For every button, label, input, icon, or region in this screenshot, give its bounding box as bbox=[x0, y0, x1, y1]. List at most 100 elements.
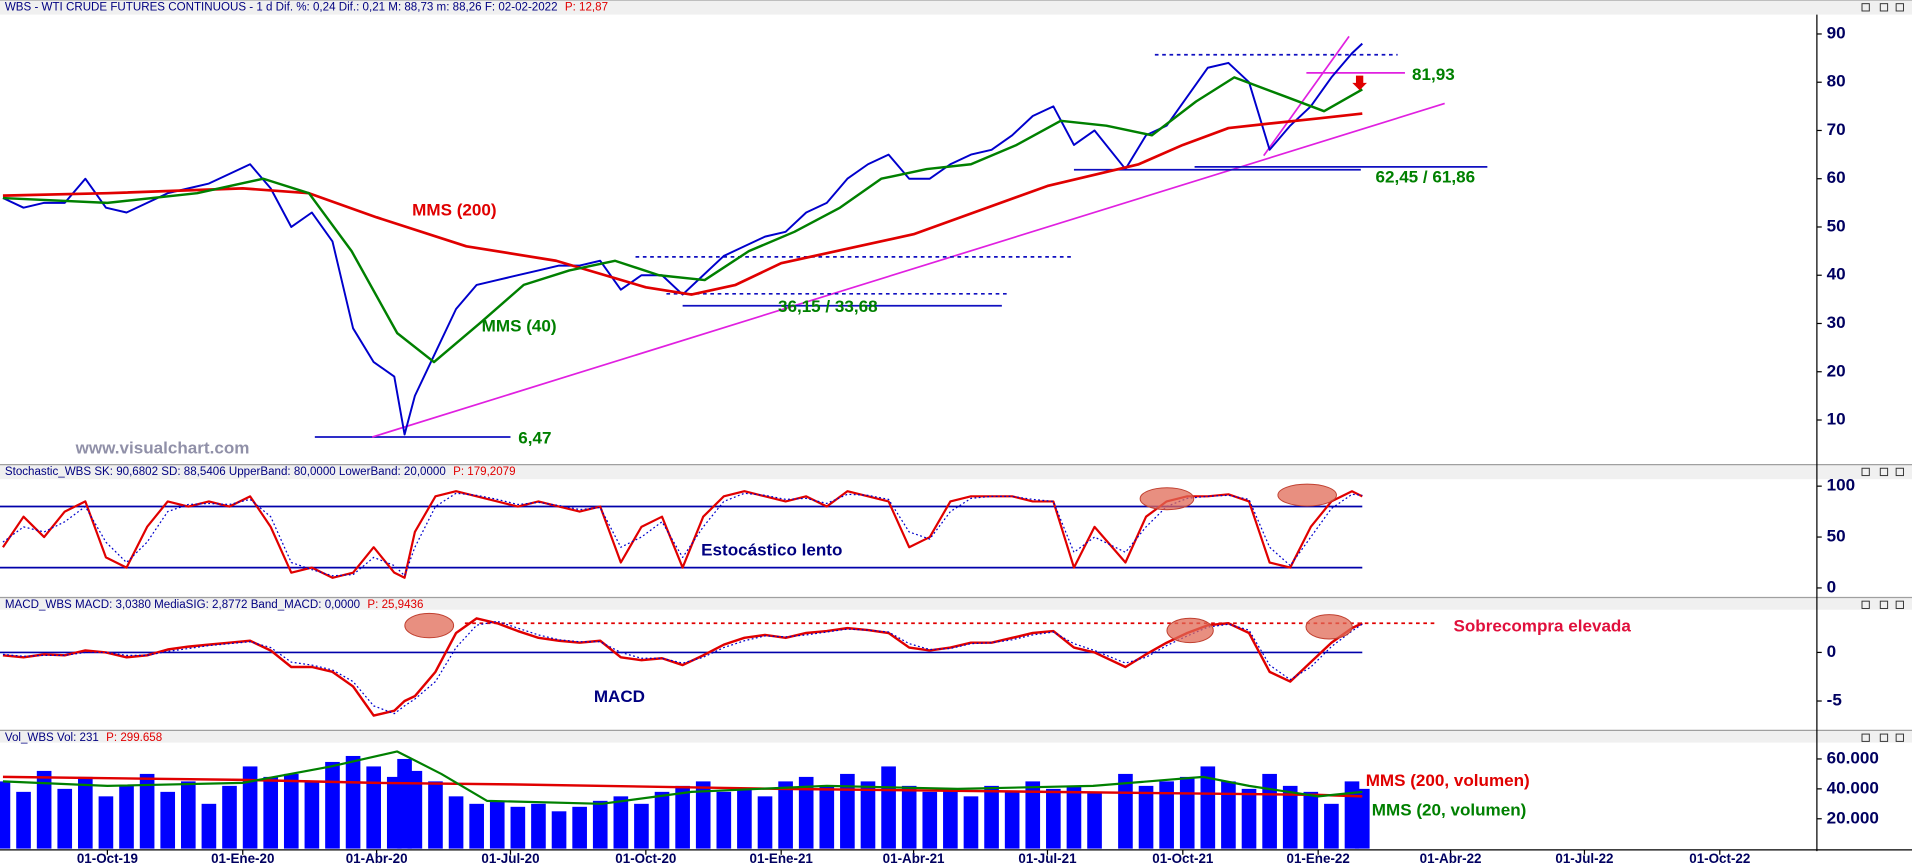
x-tick-label: 01-Jul-22 bbox=[1555, 851, 1613, 866]
y-tick-label: 90 bbox=[1827, 23, 1846, 42]
volume-bar bbox=[922, 791, 938, 849]
panel-plot bbox=[0, 617, 1435, 717]
x-tick-label: 01-Oct-20 bbox=[615, 851, 676, 866]
volume-bar bbox=[901, 785, 917, 849]
x-tick-label: 01-Abr-22 bbox=[1420, 851, 1482, 866]
volume-bar bbox=[1004, 791, 1020, 849]
volume-bar bbox=[407, 770, 423, 849]
volume-bar bbox=[778, 781, 793, 849]
volume-bar bbox=[366, 766, 381, 849]
volume-bar bbox=[428, 781, 443, 849]
x-tick-label: 01-Ene-22 bbox=[1286, 851, 1349, 866]
panel-header-note: P: 299.658 bbox=[106, 732, 162, 744]
window-icon bbox=[1879, 600, 1889, 609]
annotation: 6,47 bbox=[518, 429, 551, 448]
panel-header: Stochastic_WBS SK: 90,6802 SD: 88,5406 U… bbox=[5, 466, 446, 478]
x-tick-label: 01-Oct-22 bbox=[1689, 851, 1750, 866]
volume-bar bbox=[1324, 803, 1339, 849]
panel-header-bar bbox=[0, 464, 1912, 480]
annotation: MMS (40) bbox=[482, 316, 557, 335]
volume-bar bbox=[984, 785, 999, 849]
volume-bar bbox=[160, 791, 176, 849]
volume-bar bbox=[798, 776, 814, 849]
volume-bar bbox=[139, 773, 155, 849]
series-line bbox=[2, 76, 1363, 364]
volume-bar bbox=[1159, 781, 1174, 849]
x-tick-label: 01-Abr-20 bbox=[346, 851, 408, 866]
highlight bbox=[404, 612, 455, 639]
volume-bar bbox=[16, 791, 31, 849]
volume-bar bbox=[1118, 773, 1133, 849]
annotation: MMS (20, volumen) bbox=[1372, 800, 1527, 819]
x-tick-label: 01-Abr-21 bbox=[883, 851, 945, 866]
volume-bar bbox=[0, 781, 11, 849]
panel-header-bar bbox=[0, 0, 1912, 15]
volume-bar bbox=[634, 803, 649, 849]
volume-bar bbox=[943, 788, 958, 849]
volume-bar bbox=[757, 796, 773, 849]
volume-bar bbox=[675, 785, 690, 849]
volume-bar bbox=[1241, 788, 1257, 849]
annotation: MACD bbox=[594, 687, 645, 706]
volume-bar bbox=[242, 766, 258, 849]
panel-header-note: P: 25,9436 bbox=[367, 599, 423, 611]
y-tick-label: 30 bbox=[1827, 313, 1846, 332]
volume-bar bbox=[78, 776, 93, 849]
volume-bar bbox=[819, 785, 835, 849]
volume-bar bbox=[1221, 781, 1236, 849]
x-tick-label: 01-Jul-20 bbox=[481, 851, 539, 866]
highlight bbox=[1166, 617, 1214, 644]
y-tick-label: 60.000 bbox=[1827, 748, 1879, 767]
series-line bbox=[2, 617, 1363, 717]
volume-bar bbox=[1200, 766, 1216, 849]
arrow-icon bbox=[1352, 75, 1367, 91]
volume-bar bbox=[1066, 785, 1082, 849]
panel-header: MACD_WBS MACD: 3,0380 MediaSIG: 2,8772 B… bbox=[5, 599, 360, 611]
panel-header-note: P: 179,2079 bbox=[453, 466, 515, 478]
volume-bar bbox=[36, 770, 52, 849]
volume-bar bbox=[263, 776, 279, 849]
volume-bar bbox=[963, 796, 979, 849]
y-tick-label: 40 bbox=[1827, 265, 1846, 284]
volume-bar bbox=[572, 806, 587, 849]
x-tick-label: 01-Jul-21 bbox=[1018, 851, 1077, 866]
window-icon bbox=[1895, 733, 1904, 742]
annotation: 36,15 / 33,68 bbox=[778, 297, 878, 316]
volume-bar bbox=[1282, 785, 1298, 849]
window-icon bbox=[1895, 600, 1904, 609]
volume-bar bbox=[325, 761, 340, 849]
volume-bar bbox=[1025, 781, 1041, 849]
series-line bbox=[2, 42, 1363, 436]
volume-bar bbox=[695, 781, 711, 849]
window-icon bbox=[1861, 600, 1870, 609]
volume-bar bbox=[510, 806, 526, 849]
window-icon bbox=[1895, 467, 1904, 477]
window-icon bbox=[1861, 733, 1870, 742]
volume-bar bbox=[1354, 788, 1370, 849]
window-icon bbox=[1861, 467, 1870, 477]
y-tick-label: 60 bbox=[1827, 168, 1846, 187]
volume-bar bbox=[860, 781, 876, 849]
x-tick-label: 01-Ene-21 bbox=[750, 851, 814, 866]
panel-header-bar bbox=[0, 730, 1912, 743]
y-tick-label: 100 bbox=[1827, 476, 1855, 495]
volume-bar bbox=[592, 800, 608, 849]
volume-bar bbox=[1262, 773, 1277, 849]
window-icon bbox=[1879, 467, 1889, 477]
volume-bar bbox=[57, 788, 73, 849]
y-tick-label: 50 bbox=[1827, 527, 1846, 546]
annotation: MMS (200) bbox=[412, 200, 496, 219]
volume-bar bbox=[345, 755, 361, 849]
highlight bbox=[1305, 614, 1353, 640]
y-tick-label: 20 bbox=[1827, 361, 1846, 380]
panel-header-note: P: 12,87 bbox=[565, 1, 608, 13]
reference-line bbox=[1263, 35, 1350, 157]
annotation: Estocástico lento bbox=[701, 541, 842, 560]
volume-bar bbox=[654, 791, 670, 849]
panel-plot bbox=[0, 750, 1370, 849]
annotation: 81,93 bbox=[1412, 65, 1455, 84]
annotation: 62,45 / 61,86 bbox=[1375, 168, 1475, 187]
volume-bar bbox=[737, 788, 752, 849]
series-line bbox=[2, 490, 1363, 579]
